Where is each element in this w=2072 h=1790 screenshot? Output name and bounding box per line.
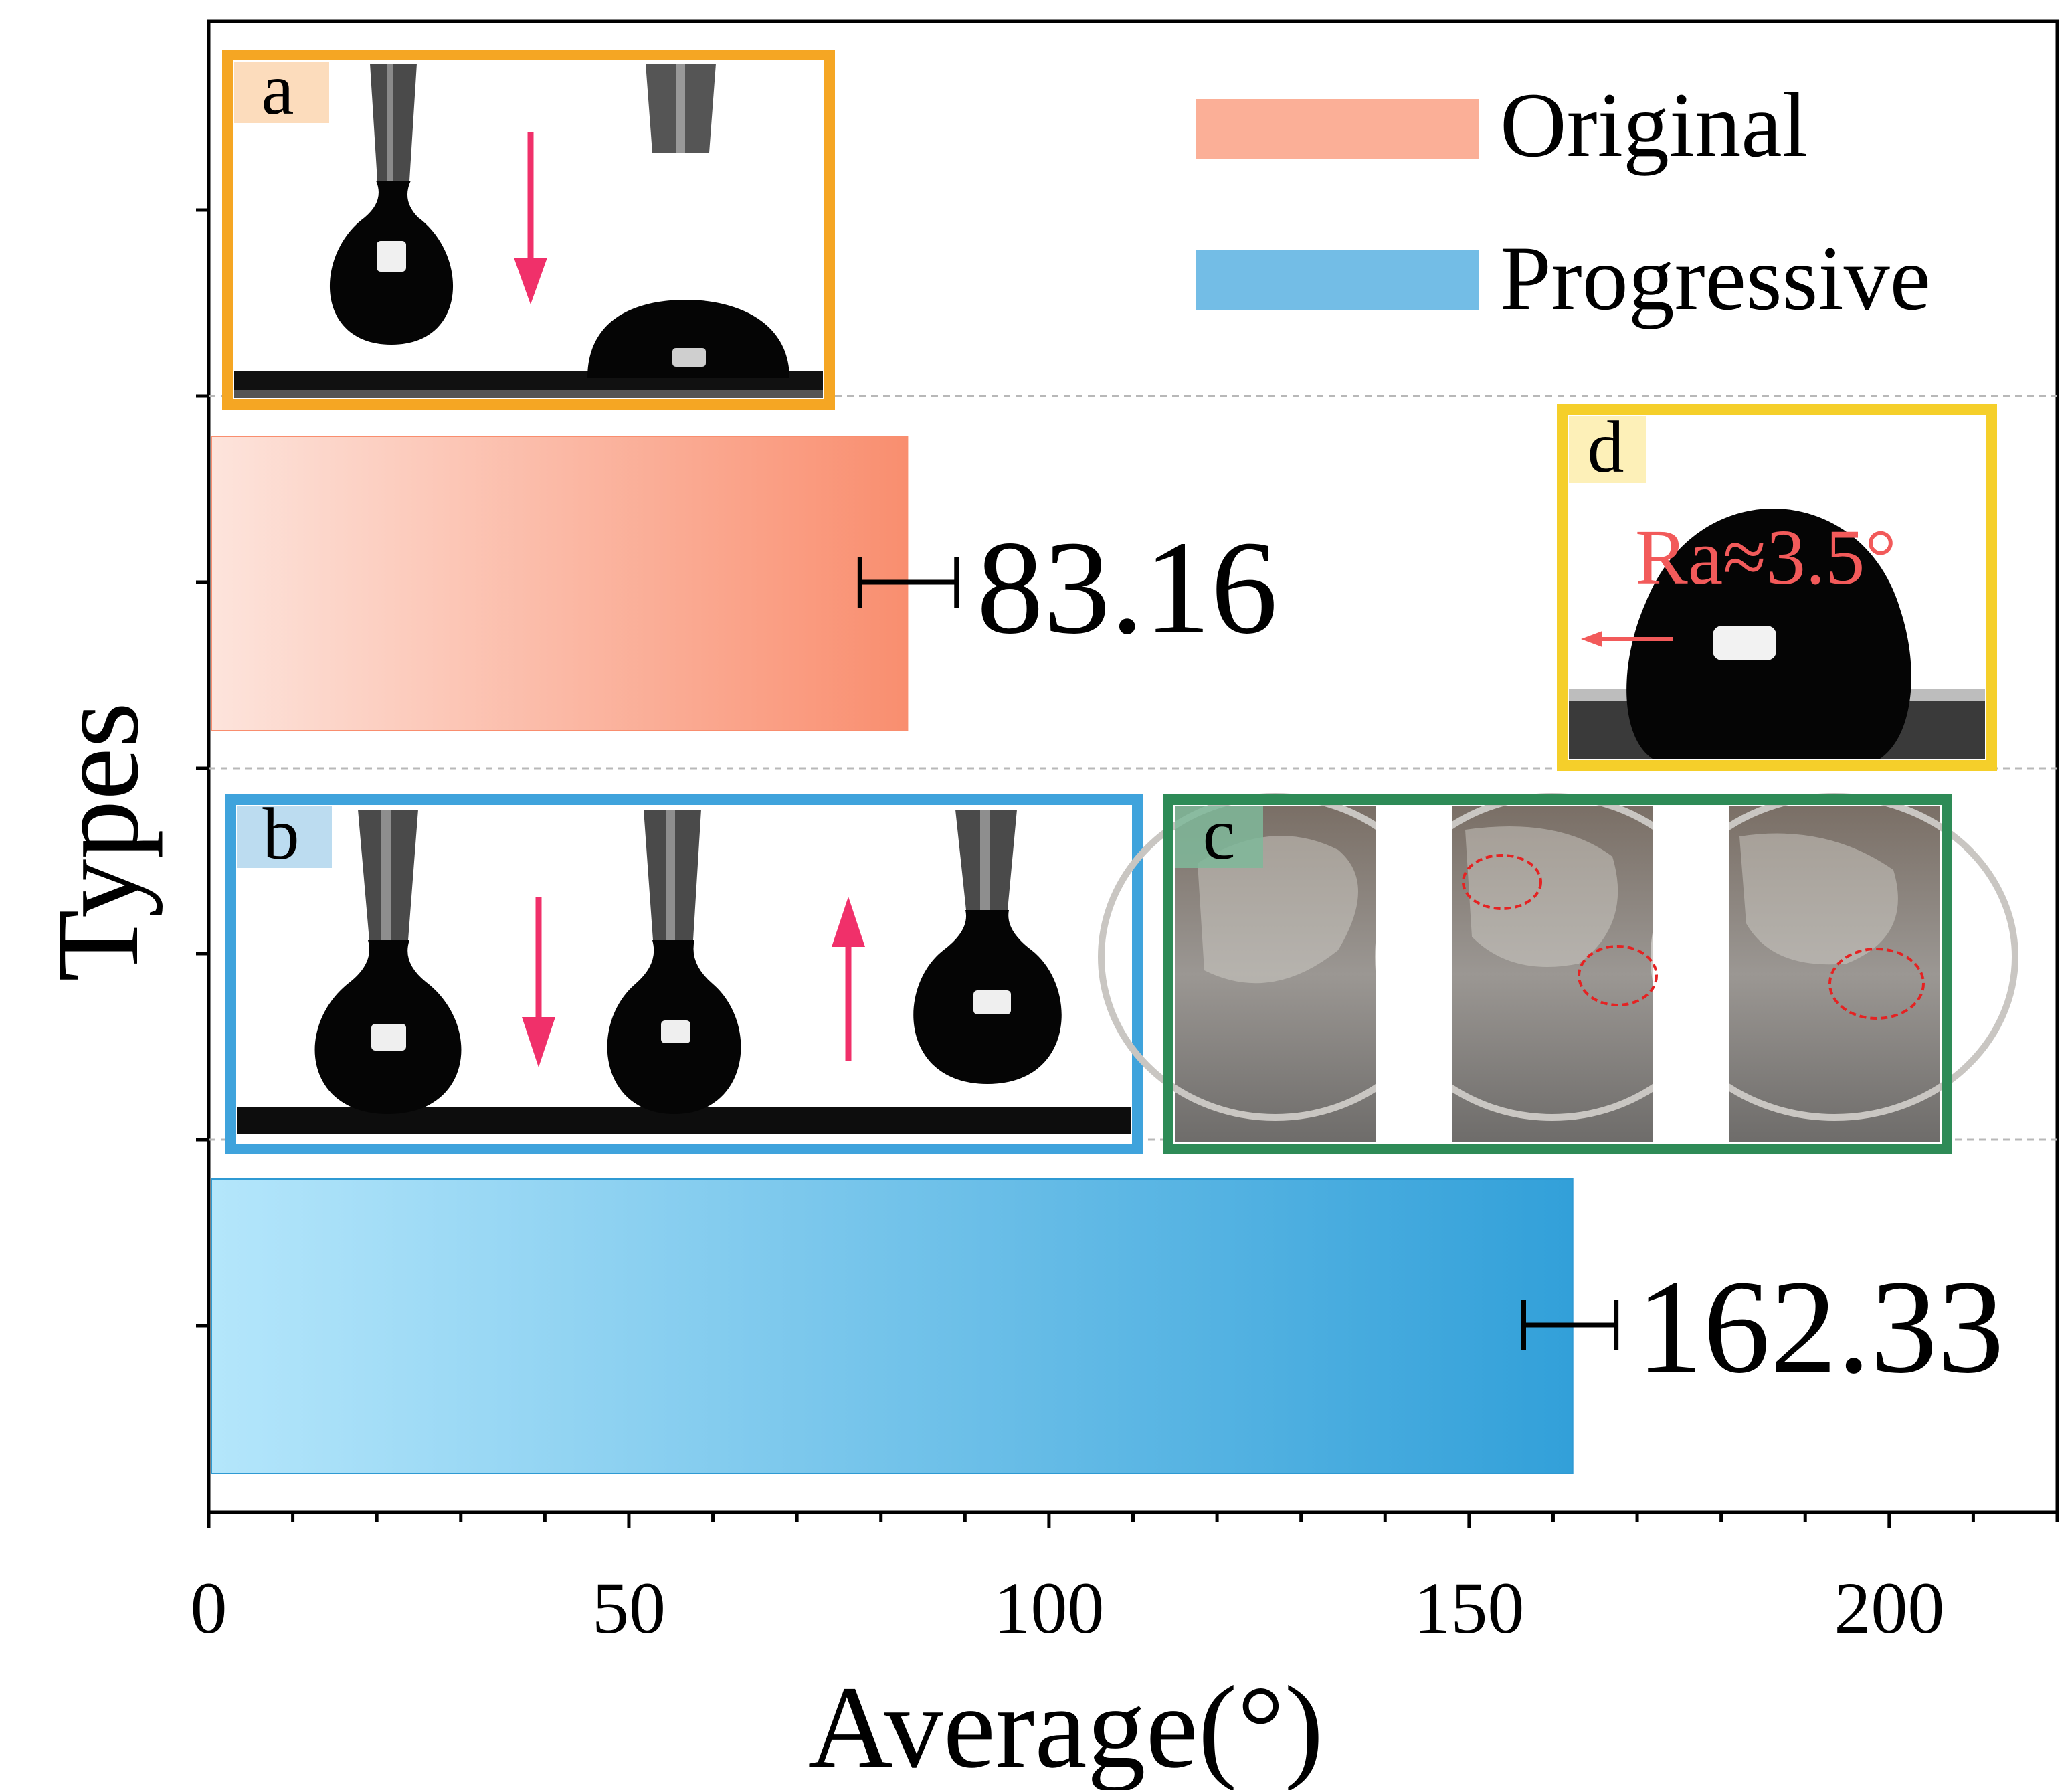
needle-highlight bbox=[387, 64, 393, 181]
inset-b-border bbox=[225, 794, 1143, 1154]
droplet-reflection bbox=[371, 1024, 406, 1051]
bars: 83.16 162.33 bbox=[211, 436, 2004, 1474]
x-tick-labels: 0 50 100 150 200 bbox=[191, 1567, 1945, 1649]
highlight-circle bbox=[1578, 945, 1658, 1006]
substrate-shadow bbox=[234, 390, 823, 398]
legend-label-original: Original bbox=[1500, 74, 1808, 176]
droplet-reflection bbox=[672, 348, 706, 367]
droplet-reflection bbox=[661, 1020, 690, 1043]
droplet-reflection bbox=[377, 241, 406, 272]
x-tick-label: 0 bbox=[191, 1567, 227, 1649]
inset-d-label: d bbox=[1588, 406, 1624, 488]
x-tick-label: 100 bbox=[994, 1567, 1104, 1649]
arrow-head bbox=[1581, 631, 1602, 647]
inset-b-label-bg bbox=[237, 806, 332, 868]
inset-a-label-bg bbox=[234, 62, 329, 123]
bar-original bbox=[211, 436, 909, 731]
legend: Original Progressive bbox=[1196, 74, 1931, 329]
photo-panel bbox=[1452, 806, 1653, 1142]
droplet-reflection bbox=[973, 990, 1011, 1014]
needle-highlight bbox=[676, 64, 685, 153]
legend-label-progressive: Progressive bbox=[1500, 227, 1931, 329]
inset-c-border bbox=[1163, 794, 1952, 1154]
needle-highlight bbox=[980, 810, 990, 910]
arrow-head bbox=[832, 897, 865, 947]
value-label: 162.33 bbox=[1636, 1253, 2004, 1401]
needle-highlight bbox=[666, 810, 675, 940]
inset-c-label-bg bbox=[1175, 806, 1263, 868]
x-axis-title: Average(°) bbox=[808, 1662, 1324, 1790]
panel-gap bbox=[1376, 806, 1452, 1142]
inset-d-border bbox=[1557, 404, 1997, 771]
photo-panel bbox=[1729, 806, 1940, 1142]
x-tick-label: 50 bbox=[592, 1567, 666, 1649]
y-ticks bbox=[196, 208, 209, 1328]
arrow-head bbox=[522, 1017, 555, 1067]
value-label: 83.16 bbox=[977, 514, 1278, 662]
inset-c: c bbox=[1098, 793, 2018, 1154]
inset-a: a bbox=[222, 48, 835, 410]
bar-progressive bbox=[211, 1178, 1574, 1474]
x-tick-label: 150 bbox=[1414, 1567, 1524, 1649]
roughness-annotation: Ra≈3.5° bbox=[1635, 513, 1897, 601]
glass-slide bbox=[1465, 826, 1618, 967]
x-ticks bbox=[207, 1512, 2059, 1528]
inset-b: b bbox=[225, 793, 1143, 1154]
inset-d-label-bg bbox=[1569, 416, 1646, 483]
glass-slide bbox=[1739, 833, 1898, 965]
inset-a-border bbox=[222, 50, 835, 410]
glass-slide bbox=[1198, 836, 1358, 984]
legend-swatch-progressive bbox=[1196, 250, 1479, 310]
highlight-circle bbox=[1828, 948, 1925, 1020]
inset-d: Ra≈3.5° d bbox=[1557, 404, 1997, 771]
inset-a-label: a bbox=[262, 48, 294, 130]
x-tick-label: 200 bbox=[1834, 1567, 1944, 1649]
droplet bbox=[587, 300, 789, 378]
y-axis-title: Types bbox=[33, 702, 163, 982]
inset-b-label: b bbox=[263, 793, 300, 875]
legend-swatch-original bbox=[1196, 99, 1479, 159]
panel-gap bbox=[1653, 806, 1729, 1142]
arrow-head bbox=[514, 258, 547, 304]
highlight-circle bbox=[1462, 854, 1542, 910]
inset-c-label: c bbox=[1203, 793, 1236, 875]
needle-highlight bbox=[381, 810, 391, 940]
droplet-reflection bbox=[1713, 626, 1776, 660]
